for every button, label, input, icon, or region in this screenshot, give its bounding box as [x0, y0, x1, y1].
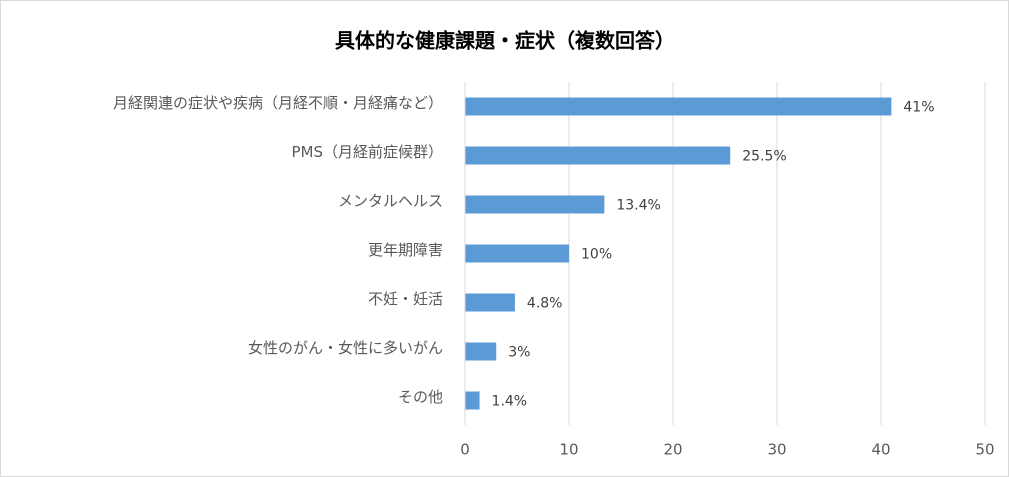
y-tick-label: その他 [398, 388, 443, 406]
y-tick-label: 月経関連の症状や疾病（月経不順・月経痛など） [113, 94, 443, 112]
value-label: 41% [903, 100, 934, 116]
y-tick-label: 女性のがん・女性に多いがん [248, 339, 443, 357]
value-label: 25.5% [742, 149, 786, 165]
x-tick-label: 10 [559, 441, 578, 459]
value-label: 13.4% [616, 198, 660, 214]
x-tick-label: 50 [975, 441, 994, 459]
bar [465, 146, 731, 165]
chart-title: 具体的な健康課題・症状（複数回答） [335, 29, 675, 53]
x-tick-label: 40 [871, 441, 890, 459]
bar [465, 97, 892, 116]
bar [465, 244, 569, 263]
x-tick-label: 0 [460, 441, 470, 459]
x-tick-label: 20 [663, 441, 682, 459]
y-tick-label: 不妊・妊活 [368, 290, 443, 308]
value-label: 1.4% [492, 394, 528, 410]
bar [465, 342, 497, 361]
bar [465, 195, 605, 214]
value-label: 3% [508, 345, 530, 361]
value-label: 10% [581, 247, 612, 263]
x-tick-label: 30 [767, 441, 786, 459]
y-tick-label: PMS（月経前症候群） [291, 143, 443, 161]
value-label: 4.8% [527, 296, 563, 312]
bar [465, 391, 480, 410]
bar [465, 293, 515, 312]
y-tick-label: メンタルヘルス [338, 192, 443, 210]
y-tick-label: 更年期障害 [368, 241, 443, 259]
